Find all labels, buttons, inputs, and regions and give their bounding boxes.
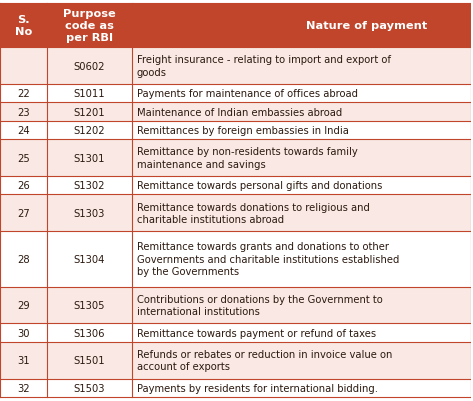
FancyBboxPatch shape [0, 140, 471, 176]
Text: S0602: S0602 [74, 61, 105, 71]
FancyBboxPatch shape [0, 287, 471, 324]
Text: S1301: S1301 [74, 153, 105, 163]
FancyBboxPatch shape [0, 232, 471, 287]
Text: S1302: S1302 [74, 181, 105, 191]
FancyBboxPatch shape [0, 103, 471, 122]
Text: S1306: S1306 [74, 328, 105, 338]
Text: Payments by residents for international bidding.: Payments by residents for international … [137, 383, 377, 393]
Text: S1202: S1202 [74, 126, 105, 136]
Text: 31: 31 [17, 355, 30, 365]
FancyBboxPatch shape [0, 4, 471, 48]
FancyBboxPatch shape [0, 176, 471, 195]
Text: S1304: S1304 [74, 254, 105, 264]
Text: S1503: S1503 [74, 383, 105, 393]
Text: 32: 32 [17, 383, 30, 393]
Text: S1201: S1201 [74, 107, 105, 117]
FancyBboxPatch shape [0, 195, 471, 232]
Text: 28: 28 [17, 254, 30, 264]
Text: Purpose
code as
per RBI: Purpose code as per RBI [63, 9, 116, 43]
Text: Freight insurance - relating to import and export of
goods: Freight insurance - relating to import a… [137, 55, 391, 77]
Text: 27: 27 [17, 209, 30, 218]
Text: Remittance towards grants and donations to other
Governments and charitable inst: Remittance towards grants and donations … [137, 242, 399, 277]
Text: S1303: S1303 [74, 209, 105, 218]
Text: Remittance towards personal gifts and donations: Remittance towards personal gifts and do… [137, 181, 382, 191]
Text: 24: 24 [17, 126, 30, 136]
Text: 22: 22 [17, 89, 30, 99]
Text: Nature of payment: Nature of payment [306, 21, 427, 31]
Text: S1305: S1305 [74, 300, 105, 310]
Text: Refunds or rebates or reduction in invoice value on
account of exports: Refunds or rebates or reduction in invoi… [137, 349, 392, 371]
Text: Payments for maintenance of offices abroad: Payments for maintenance of offices abro… [137, 89, 358, 99]
Text: Remittance towards donations to religious and
charitable institutions abroad: Remittance towards donations to religiou… [137, 202, 369, 225]
Text: 23: 23 [17, 107, 30, 117]
Text: 26: 26 [17, 181, 30, 191]
Text: Contributions or donations by the Government to
international institutions: Contributions or donations by the Govern… [137, 294, 382, 316]
Text: S1011: S1011 [74, 89, 105, 99]
Text: 29: 29 [17, 300, 30, 310]
FancyBboxPatch shape [0, 85, 471, 103]
FancyBboxPatch shape [0, 342, 471, 379]
FancyBboxPatch shape [0, 48, 471, 85]
Text: 25: 25 [17, 153, 30, 163]
Text: S.
No: S. No [15, 15, 32, 37]
Text: Remittance towards payment or refund of taxes: Remittance towards payment or refund of … [137, 328, 376, 338]
Text: Maintenance of Indian embassies abroad: Maintenance of Indian embassies abroad [137, 107, 342, 117]
Text: S1501: S1501 [74, 355, 105, 365]
FancyBboxPatch shape [0, 324, 471, 342]
FancyBboxPatch shape [0, 122, 471, 140]
Text: Remittances by foreign embassies in India: Remittances by foreign embassies in Indi… [137, 126, 349, 136]
Text: Remittance by non-residents towards family
maintenance and savings: Remittance by non-residents towards fami… [137, 147, 357, 169]
Text: 30: 30 [18, 328, 30, 338]
FancyBboxPatch shape [0, 379, 471, 397]
